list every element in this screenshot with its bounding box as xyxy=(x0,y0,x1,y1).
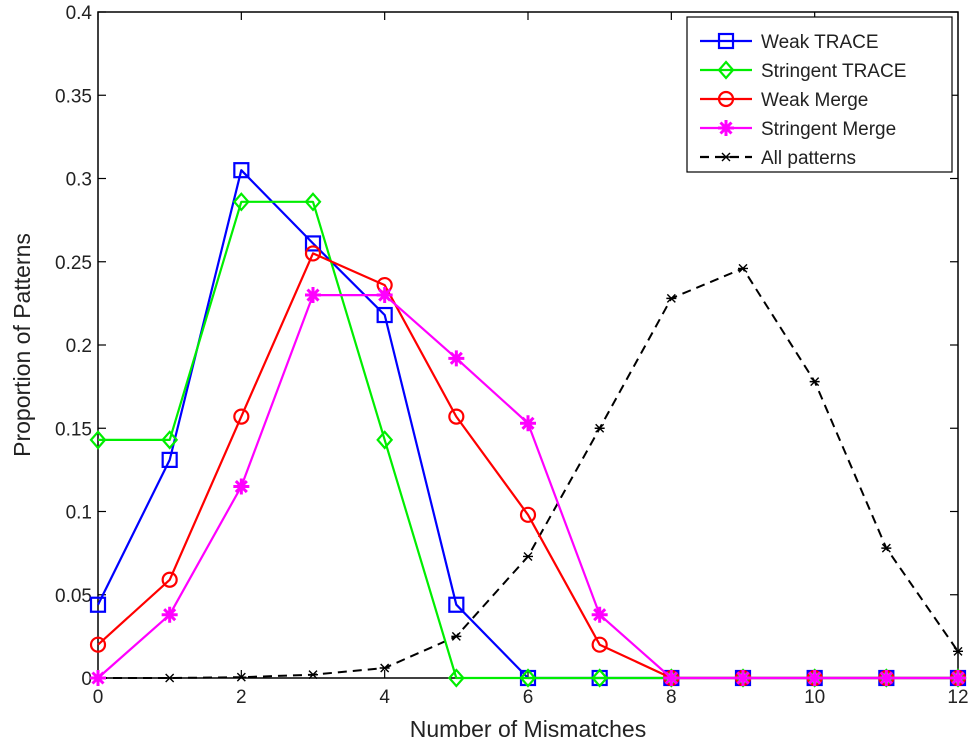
x-tick-label: 10 xyxy=(804,687,825,708)
data-point xyxy=(451,631,462,641)
data-point xyxy=(89,636,107,653)
data-point xyxy=(519,668,537,688)
data-point xyxy=(232,192,250,212)
series-layer xyxy=(89,162,967,688)
legend-marker xyxy=(717,60,735,80)
data-point xyxy=(304,235,322,252)
data-point xyxy=(164,673,175,683)
data-point xyxy=(161,571,178,588)
data-point xyxy=(591,606,608,623)
series-stringent-merge xyxy=(90,287,966,686)
x-tick-label: 12 xyxy=(947,687,968,708)
legend-marker xyxy=(718,120,734,136)
data-point xyxy=(519,506,537,523)
data-point xyxy=(161,606,178,623)
y-tick-label: 0.2 xyxy=(66,336,92,357)
data-point xyxy=(953,646,963,656)
legend-items: Weak TRACE Stringent TRACE Weak Merge Strin… xyxy=(700,32,906,169)
legend-label: All patterns xyxy=(761,148,856,169)
y-tick-label: 0.1 xyxy=(66,503,92,524)
y-axis-label: Proportion of Patterns xyxy=(9,233,35,457)
data-point xyxy=(379,663,390,673)
data-point xyxy=(376,306,393,324)
data-point xyxy=(89,430,107,450)
data-point xyxy=(376,287,393,304)
y-tick-label: 0.25 xyxy=(55,253,92,274)
data-point xyxy=(236,672,247,682)
legend-marker xyxy=(717,90,735,108)
data-point xyxy=(591,668,609,688)
legend-item: Weak TRACE xyxy=(700,32,879,53)
y-tick-label: 0.05 xyxy=(55,586,92,607)
legend-item: Stringent TRACE xyxy=(700,60,906,82)
y-tick-label: 0.15 xyxy=(55,419,92,440)
data-point xyxy=(90,670,106,686)
legend-label: Weak TRACE xyxy=(761,32,879,53)
data-point xyxy=(594,423,605,433)
data-point xyxy=(735,670,751,686)
data-point xyxy=(809,377,820,387)
series-all-patterns xyxy=(93,263,963,683)
data-point xyxy=(447,668,465,688)
data-point xyxy=(233,162,250,179)
data-point xyxy=(591,636,608,653)
data-point xyxy=(161,451,178,468)
legend-item: All patterns xyxy=(700,148,856,169)
data-point xyxy=(305,287,321,304)
legend-label: Weak Merge xyxy=(761,90,868,111)
legend-marker xyxy=(717,32,735,50)
x-tick-label: 0 xyxy=(93,687,104,708)
data-point xyxy=(448,350,465,367)
y-tick-label: 0 xyxy=(81,669,92,690)
x-tick-label: 2 xyxy=(236,687,247,708)
data-point xyxy=(666,293,677,303)
legend-label: Stringent Merge xyxy=(761,119,896,140)
legend: Weak TRACE Stringent TRACE Weak Merge Strin… xyxy=(686,16,953,173)
data-point xyxy=(878,670,895,686)
data-point xyxy=(308,670,318,680)
axis-ticks: 0 2 4 6 8 10 12 0 0.05 0.1 0.15 0.2 0.25 0.3 0.35 0.4 xyxy=(55,3,969,708)
x-axis-label: Number of Mismatches xyxy=(410,716,646,742)
x-tick-label: 8 xyxy=(666,687,677,708)
data-point xyxy=(448,408,465,425)
data-point xyxy=(304,192,322,212)
x-tick-label: 6 xyxy=(523,687,534,708)
legend-marker xyxy=(721,152,731,162)
data-point xyxy=(806,670,823,686)
legend-item: Weak Merge xyxy=(700,90,868,111)
x-tick-label: 4 xyxy=(379,687,390,708)
data-point xyxy=(520,415,536,432)
data-point xyxy=(950,670,966,686)
y-tick-label: 0.35 xyxy=(55,86,92,107)
data-point xyxy=(376,430,394,450)
legend-item: Stringent Merge xyxy=(700,119,896,140)
data-point xyxy=(523,551,533,561)
legend-label: Stringent TRACE xyxy=(761,61,906,82)
data-point xyxy=(233,478,250,495)
data-point xyxy=(663,670,680,686)
y-tick-label: 0.3 xyxy=(66,170,92,191)
data-point xyxy=(233,408,250,425)
data-point xyxy=(161,430,179,450)
data-point xyxy=(881,543,892,553)
y-tick-label: 0.4 xyxy=(66,3,93,24)
data-point xyxy=(89,596,107,613)
data-point xyxy=(448,596,465,613)
data-point xyxy=(738,263,748,273)
data-point xyxy=(304,245,322,262)
